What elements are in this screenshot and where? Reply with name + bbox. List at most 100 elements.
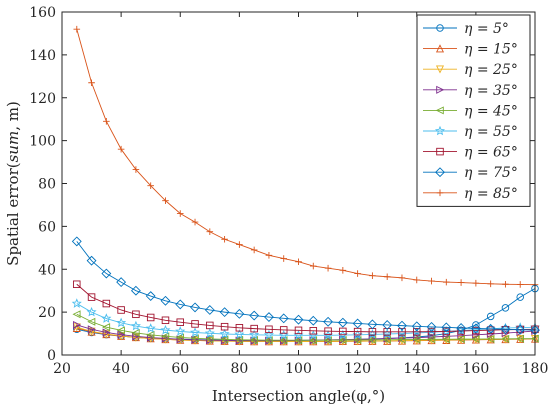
- data-point: [308, 336, 318, 345]
- data-point: [309, 327, 318, 335]
- x-tick-label: 180: [522, 361, 549, 377]
- data-point: [516, 293, 524, 301]
- data-point: [220, 335, 229, 344]
- data-point: [427, 327, 436, 336]
- data-point: [443, 278, 450, 286]
- x-tick-label: 120: [344, 361, 371, 377]
- data-point: [88, 79, 95, 87]
- y-tick-label: 80: [38, 177, 56, 193]
- y-tick-label: 40: [38, 262, 56, 278]
- data-point: [191, 218, 199, 226]
- y-axis-label: Spatial error(sum, m): [4, 101, 22, 266]
- data-point: [398, 328, 406, 336]
- data-point: [102, 328, 111, 337]
- plot-marks: [71, 25, 541, 346]
- data-point: [103, 118, 110, 125]
- data-point: [413, 276, 421, 284]
- legend-marker: [435, 44, 445, 53]
- data-point: [204, 305, 215, 315]
- data-point: [73, 280, 81, 289]
- data-point: [132, 166, 140, 173]
- data-point: [147, 182, 154, 189]
- data-point: [427, 335, 436, 344]
- data-point: [160, 295, 171, 306]
- data-point: [280, 255, 288, 262]
- y-tick-label: 160: [29, 5, 56, 21]
- y-tick-label: 60: [38, 219, 56, 235]
- series-line: [76, 241, 536, 331]
- axis-ticks: 20 40 60 80 100 120 140 160 18002040608010012014…: [29, 5, 548, 377]
- data-point: [426, 321, 437, 332]
- data-point: [472, 326, 480, 335]
- data-point: [145, 323, 156, 333]
- data-point: [323, 316, 333, 327]
- data-point: [250, 246, 258, 254]
- data-point: [485, 323, 496, 334]
- data-point: [295, 258, 302, 266]
- data-point: [117, 330, 126, 339]
- series-8: [71, 236, 540, 336]
- data-point: [470, 323, 481, 334]
- data-point: [353, 335, 362, 345]
- data-point: [309, 262, 317, 270]
- legend-label: η = 55°: [464, 124, 518, 140]
- y-tick-label: 120: [29, 91, 56, 107]
- x-tick-label: 40: [112, 361, 130, 377]
- data-point: [249, 329, 260, 340]
- data-point: [161, 332, 170, 341]
- data-point: [368, 334, 377, 343]
- data-point: [146, 330, 155, 339]
- data-point: [71, 236, 82, 247]
- data-point: [500, 324, 511, 335]
- data-point: [278, 330, 289, 340]
- data-point: [86, 306, 97, 317]
- data-point: [324, 264, 332, 272]
- data-point: [219, 307, 230, 318]
- legend-label: η = 65°: [464, 145, 518, 161]
- data-point: [160, 324, 171, 335]
- data-point: [516, 281, 524, 288]
- data-point: [456, 323, 467, 333]
- data-point: [117, 145, 125, 153]
- data-point: [72, 310, 81, 319]
- data-point: [278, 313, 289, 324]
- y-tick-label: 20: [38, 305, 56, 321]
- legend-marker: [436, 85, 445, 94]
- data-point: [487, 280, 494, 288]
- data-point: [263, 329, 274, 340]
- data-point: [397, 320, 407, 331]
- data-point: [369, 272, 376, 279]
- data-point: [204, 328, 215, 338]
- data-point: [264, 336, 273, 345]
- data-point: [338, 335, 347, 345]
- data-point: [368, 335, 377, 344]
- data-point: [339, 327, 347, 336]
- data-point: [442, 335, 451, 344]
- data-point: [265, 325, 273, 334]
- data-point: [235, 336, 244, 345]
- data-point: [130, 285, 141, 296]
- data-point: [398, 274, 406, 282]
- data-point: [190, 327, 201, 337]
- y-tick-label: 140: [29, 48, 56, 64]
- data-point: [101, 313, 112, 323]
- data-point: [486, 329, 495, 339]
- data-point: [367, 319, 378, 330]
- legend-marker: [436, 189, 444, 197]
- data-point: [220, 336, 229, 345]
- y-tick-label: 0: [47, 348, 56, 364]
- x-tick-label: 60: [171, 361, 189, 377]
- x-tick-label: 140: [403, 361, 430, 377]
- data-point: [249, 310, 260, 321]
- data-point: [337, 317, 348, 328]
- data-point: [102, 323, 111, 332]
- legend-label: η = 85°: [464, 186, 518, 202]
- data-point: [219, 328, 230, 339]
- legend-label: η = 35°: [464, 83, 518, 99]
- data-point: [456, 335, 465, 344]
- data-point: [323, 336, 332, 345]
- legend-label: η = 25°: [464, 62, 518, 78]
- series-9: [73, 25, 539, 288]
- data-point: [428, 277, 435, 285]
